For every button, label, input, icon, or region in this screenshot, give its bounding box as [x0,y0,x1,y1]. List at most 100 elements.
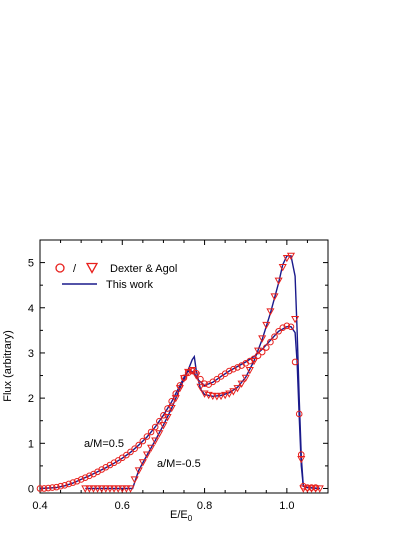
triangle-down-marker [212,393,221,401]
triangle-down-marker [282,255,291,263]
triangle-down-marker [266,308,275,316]
circle-marker [73,477,81,485]
triangle-down-marker [225,390,234,398]
circle-marker [283,322,291,330]
y-tick-label: 0 [28,483,34,495]
circle-marker [61,482,68,489]
reference-markers [36,252,324,493]
circle-marker [156,417,163,425]
model-curves [39,255,320,490]
x-tick-label: 1.0 [279,500,294,512]
triangle-down-marker [221,391,230,400]
triangle-down-marker [274,277,283,285]
triangle-down-marker [233,385,242,393]
legend-label-dexter-agol: Dexter & Agol [110,263,177,275]
triangle-down-marker [105,485,114,493]
triangle-down-marker [291,316,300,324]
triangle-down-marker [155,430,164,438]
annotation-a-m-neg-0-5: a/M=-0.5 [157,458,201,470]
x-axis-title-subscript: 0 [188,514,193,523]
triangle-down-marker [171,395,180,403]
x-tick-label: 0.4 [32,500,47,512]
circle-marker [77,476,85,483]
triangle-down-marker [254,347,263,355]
annotation-a-m-0-5: a/M=0.5 [84,438,124,450]
triangle-down-marker [188,367,197,375]
circle-marker [49,484,56,491]
circle-marker [271,333,278,340]
triangle-down-marker [179,375,189,383]
circle-marker [53,483,60,491]
triangle-down-marker [151,437,160,445]
triangle-down-marker [270,293,279,301]
circle-marker [44,484,52,492]
circle-marker [201,380,208,387]
triangle-down-marker [93,485,102,493]
legend-circle-marker-icon [55,263,65,273]
triangle-down-marker [249,358,258,366]
triangle-down-marker [297,456,306,464]
circle-marker [160,411,167,419]
circle-marker [225,367,233,375]
triangle-down-marker [286,252,296,261]
model-curve-line-1 [39,326,320,490]
legend: / Dexter & Agol This work [55,262,177,291]
x-axis-title-main: E/E [170,509,188,521]
circle-marker [69,479,77,486]
circle-marker [151,423,159,431]
x-tick-label: 0.8 [197,500,212,512]
circle-marker [127,448,134,456]
triangle-down-marker [97,485,106,493]
triangle-down-marker [315,485,324,493]
triangle-down-marker [196,383,205,392]
circle-marker [86,472,93,480]
y-axis-title: Flux (arbitrary) [2,330,14,402]
triangle-down-marker [122,485,131,493]
triangle-down-marker [147,444,156,453]
triangle-down-marker [303,485,312,493]
x-axis-ticks: 0.4 0.6 0.8 1.0 [32,240,308,512]
triangle-down-marker [237,380,246,388]
legend-marker-separator: / [73,263,77,275]
circle-marker [143,433,151,440]
triangle-down-marker [229,388,238,396]
triangle-down-marker [110,485,119,493]
circle-marker [147,428,155,436]
triangle-down-marker [142,451,152,459]
triangle-down-marker [258,335,267,343]
triangle-down-marker [167,405,176,413]
triangle-down-marker [216,392,226,401]
circle-marker [81,474,89,481]
circle-marker [279,324,287,331]
circle-marker [291,358,299,366]
triangle-down-marker [307,485,316,493]
circle-marker [297,451,305,458]
triangle-down-marker [126,485,135,493]
circle-marker [123,451,130,459]
x-tick-label: 0.6 [115,500,130,512]
triangle-down-marker [130,476,139,484]
triangle-down-marker [192,372,201,380]
triangle-down-marker [278,264,287,272]
circle-marker [262,344,270,351]
triangle-down-marker [184,368,193,377]
y-axis-ticks: 0 1 2 3 4 5 [28,258,328,495]
model-curve-line-2 [85,255,320,490]
circle-marker [168,397,175,405]
triangle-down-marker [85,485,94,493]
triangle-down-marker [114,485,123,493]
y-tick-label: 5 [28,258,34,270]
triangle-down-marker [208,392,217,401]
y-tick-label: 1 [28,438,34,450]
y-tick-label: 2 [28,393,34,405]
circle-marker [275,327,282,335]
triangle-down-marker [175,385,184,393]
circle-marker [131,445,138,453]
triangle-down-marker [134,467,143,475]
circle-marker [139,437,147,445]
legend-triangle-down-marker-icon [85,262,99,274]
circle-marker [40,485,48,492]
circle-marker [234,364,241,371]
circle-marker [254,352,262,359]
triangle-down-marker [159,422,168,430]
